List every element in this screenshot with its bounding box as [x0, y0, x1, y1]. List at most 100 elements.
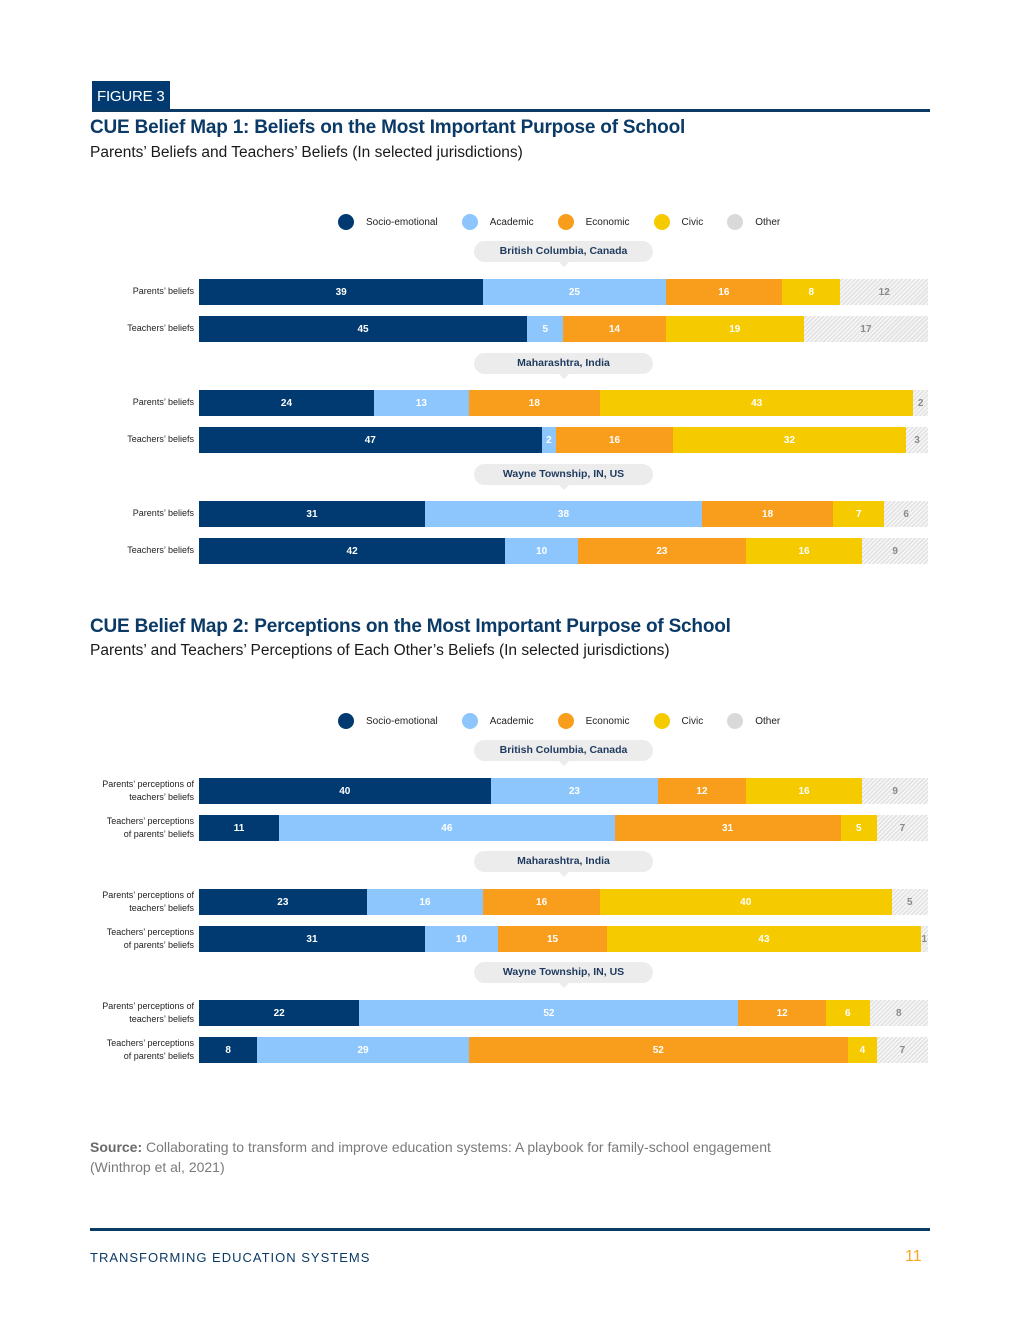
row-label: Parents’ beliefs [132, 286, 194, 296]
bar-segment-academic: 10 [424, 926, 498, 952]
data-label: 47 [364, 434, 376, 446]
legend-swatch-civic [653, 713, 670, 729]
jurisdiction-label: Wayne Township, IN, US [474, 464, 653, 490]
data-label: 12 [776, 1007, 788, 1019]
bar-segment-academic: 52 [359, 1000, 739, 1026]
data-label: 43 [751, 397, 763, 409]
bar-segment-economic: 52 [468, 1037, 848, 1063]
legend-swatch-socio [338, 214, 354, 230]
data-label: 24 [280, 397, 293, 409]
stacked-bar: 22 52 12 6 8 [199, 1000, 928, 1026]
row-label-line: teachers’ beliefs [129, 902, 194, 913]
footer-publication-title: TRANSFORMING EDUCATION SYSTEMS [90, 1250, 371, 1265]
row-label-line: of parents’ beliefs [123, 1050, 194, 1061]
data-label: 43 [758, 933, 770, 945]
bar-segment-academic: 25 [483, 279, 666, 305]
data-label: 12 [878, 286, 890, 298]
bar-segment-academic: 13 [373, 390, 469, 416]
chart1-legend: Socio-emotional Academic Economic Civic Othe… [338, 214, 804, 230]
bar-segment-economic: 12 [658, 778, 746, 804]
bar-segment-other: 7 [876, 1037, 928, 1063]
bar-segment-academic: 38 [424, 501, 702, 527]
row-label: Teachers’ perceptions of parents’ beliefs [107, 1037, 194, 1062]
data-label: 52 [543, 1007, 555, 1019]
bar-segment-economic: 18 [702, 501, 834, 527]
row-label: Parents’ perceptions of teachers’ beliefs [102, 1000, 194, 1025]
data-label: 5 [855, 822, 862, 834]
data-label: 2 [917, 397, 924, 409]
legend-label: Academic [489, 216, 534, 228]
data-label: 5 [906, 896, 913, 908]
data-label: 9 [892, 545, 898, 557]
bar-segment-other: 7 [876, 815, 928, 841]
bar-segment-other: 2 [913, 390, 928, 416]
data-label: 32 [783, 434, 796, 446]
bar-segment-economic: 23 [578, 538, 746, 564]
stacked-bar: 23 16 16 40 5 [199, 889, 928, 915]
row-label: Teachers’ beliefs [127, 323, 194, 333]
stacked-bar: 42 10 23 16 9 [199, 538, 928, 564]
top-rule [92, 109, 930, 112]
bar-segment-civic: 5 [840, 815, 877, 841]
bar-segment-socio: 45 [199, 316, 528, 342]
legend-item-socio: Socio-emotional [338, 713, 438, 729]
bar-segment-economic: 31 [614, 815, 841, 841]
data-label: 8 [808, 286, 815, 298]
row-label-line: of parents’ beliefs [123, 939, 194, 950]
legend-item-economic: Economic [557, 713, 630, 729]
data-label: 7 [899, 1044, 906, 1056]
bar-segment-socio: 42 [199, 538, 506, 564]
legend-label: Civic [681, 216, 704, 228]
data-label: 22 [273, 1007, 285, 1019]
data-label: 42 [346, 545, 358, 557]
chart2-subtitle: Parents’ and Teachers’ Perceptions of Ea… [90, 642, 670, 659]
bar-segment-socio: 31 [199, 926, 425, 952]
data-label: 40 [339, 785, 351, 797]
data-label: 10 [536, 545, 548, 557]
data-label: 18 [528, 397, 540, 409]
data-label: 3 [914, 434, 920, 446]
data-label: 23 [277, 896, 289, 908]
bar-segment-academic: 5 [527, 316, 564, 342]
chart1-subtitle: Parents’ Beliefs and Teachers’ Beliefs (… [90, 144, 523, 161]
data-label: 16 [718, 286, 730, 298]
legend-item-civic: Civic [653, 214, 704, 230]
bar-segment-economic: 12 [738, 1000, 826, 1026]
legend-swatch-socio [338, 713, 354, 729]
legend-swatch-economic [557, 713, 574, 729]
row-label-line: Parents’ perceptions of [102, 779, 194, 789]
bar-segment-economic: 15 [497, 926, 608, 952]
data-label: 2 [546, 434, 552, 446]
data-label: 9 [892, 785, 898, 797]
bar-segment-civic: 16 [745, 778, 863, 804]
bar-segment-academic: 10 [505, 538, 579, 564]
data-label: 1 [921, 933, 928, 945]
data-label: 40 [740, 896, 752, 908]
data-label: 7 [855, 508, 862, 520]
stacked-bar: 39 25 16 8 12 [199, 279, 928, 305]
bar-segment-socio: 11 [199, 815, 280, 841]
bar-segment-socio: 47 [199, 427, 542, 453]
row-label: Parents’ perceptions of teachers’ beliefs [102, 889, 194, 914]
bar-segment-civic: 16 [745, 538, 863, 564]
bar-segment-economic: 16 [665, 279, 783, 305]
bar-segment-civic: 8 [782, 279, 841, 305]
bar-segment-academic: 16 [366, 889, 484, 915]
page-number: 11 [905, 1248, 922, 1265]
stacked-bar: 31 38 18 7 6 [199, 501, 928, 527]
stacked-bar: 45 5 14 19 17 [199, 316, 928, 342]
legend-swatch-civic [653, 214, 670, 230]
bar-segment-socio: 31 [199, 501, 425, 527]
data-label: 31 [306, 933, 318, 945]
bar-segment-socio: 39 [199, 279, 484, 305]
source-citation: (Winthrop et al, 2021) [90, 1159, 225, 1175]
data-label: 16 [798, 545, 810, 557]
data-label: 52 [652, 1044, 664, 1056]
data-label: 23 [568, 785, 580, 797]
data-label: 16 [536, 896, 548, 908]
bar-segment-socio: 22 [199, 1000, 360, 1026]
row-label: Teachers’ beliefs [127, 545, 194, 555]
bar-segment-civic: 4 [847, 1037, 877, 1063]
data-label: 5 [542, 323, 549, 335]
row-label: Teachers’ beliefs [127, 434, 194, 444]
